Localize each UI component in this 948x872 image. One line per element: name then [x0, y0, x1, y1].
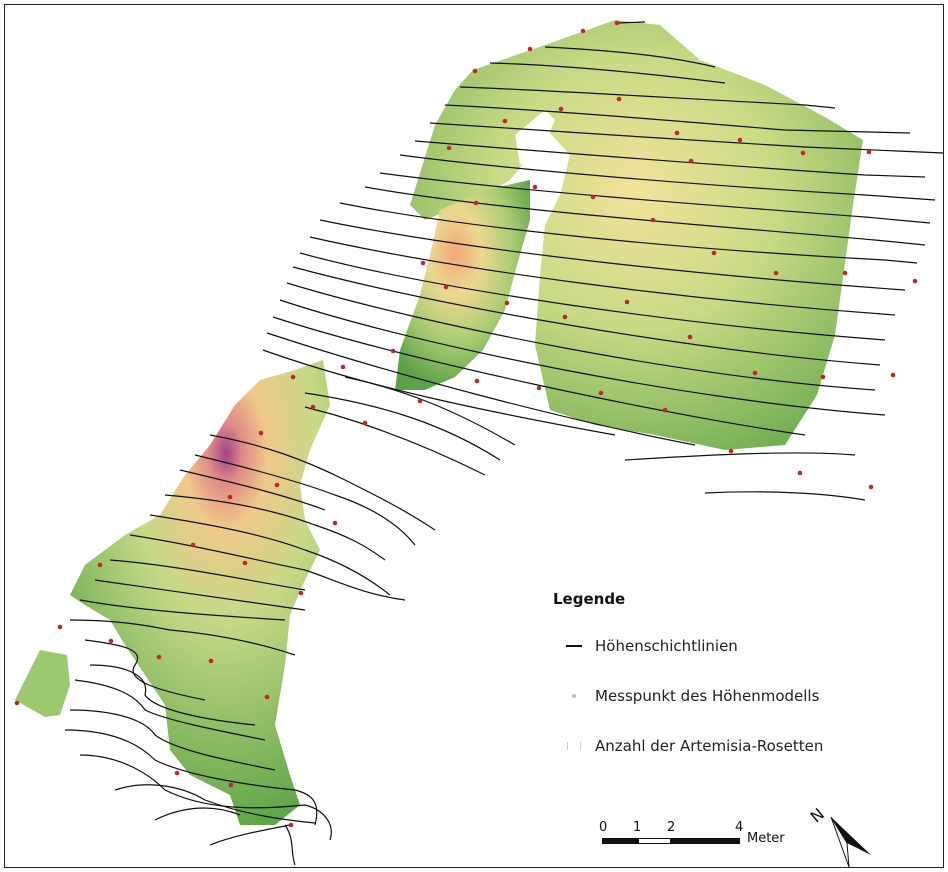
- measurement-point-icon: [572, 694, 576, 698]
- legend-item-contour: Höhenschichtlinien: [553, 634, 883, 658]
- legend-item-label: Höhenschichtlinien: [595, 637, 738, 655]
- contour-lines: [64, 21, 943, 866]
- scale-tick-label: 4: [735, 820, 744, 835]
- legend-item-rosettes: Anzahl der Artemisia-Rosetten: [553, 734, 883, 758]
- legend-item-label: Anzahl der Artemisia-Rosetten: [595, 737, 824, 755]
- legend-item-measurement: Messpunkt des Höhenmodells: [553, 684, 883, 708]
- north-arrow: N: [805, 795, 885, 867]
- map-frame: Legende Höhenschichtlinien Messpunkt des…: [4, 4, 944, 868]
- scale-tick-label: 2: [667, 820, 676, 835]
- terrain-patch-middle: [395, 180, 530, 390]
- contour-line-icon: [566, 645, 582, 647]
- scale-tick-label: 1: [633, 820, 642, 835]
- elevation-map: [14, 20, 943, 866]
- terrain-patch-west: [15, 650, 70, 717]
- measurement-points: [14, 20, 918, 828]
- scale-unit: Meter: [747, 831, 785, 846]
- legend-title: Legende: [553, 590, 626, 608]
- rosette-count-icon: [567, 742, 581, 750]
- legend-item-label: Messpunkt des Höhenmodells: [595, 687, 820, 705]
- terrain-patch-southwest: [70, 360, 330, 825]
- scale-tick-label: 0: [599, 820, 608, 835]
- legend: Legende Höhenschichtlinien Messpunkt des…: [553, 590, 883, 784]
- north-label: N: [807, 804, 828, 826]
